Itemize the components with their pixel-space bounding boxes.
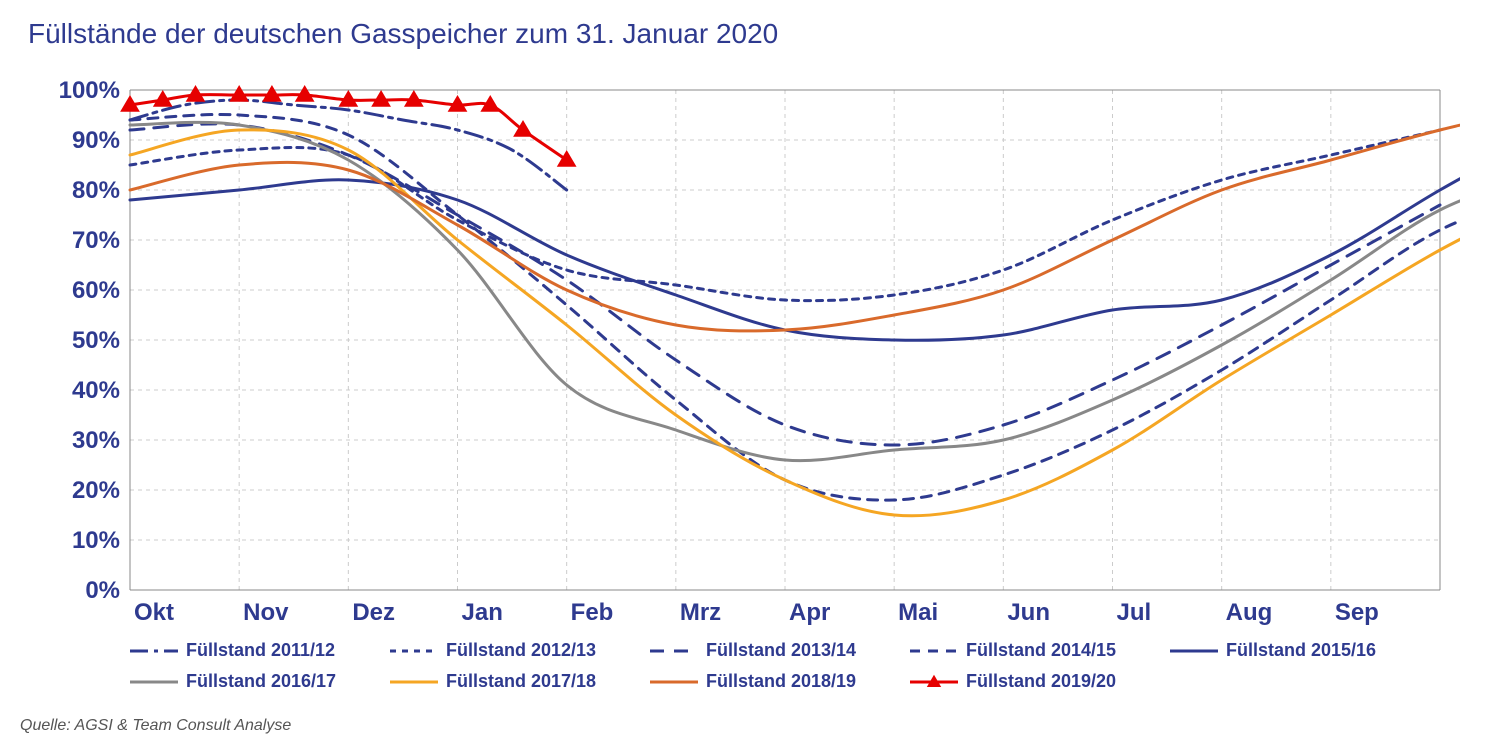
legend-item: Füllstand 2014/15 [910,640,1140,661]
source-text: Quelle: AGSI & Team Consult Analyse [20,717,291,735]
legend-item: Füllstand 2016/17 [130,671,360,692]
svg-text:10%: 10% [72,527,120,554]
legend-label: Füllstand 2017/18 [446,671,596,692]
legend-label: Füllstand 2012/13 [446,640,596,661]
svg-text:Mai: Mai [898,599,938,626]
legend-item: Füllstand 2013/14 [650,640,880,661]
svg-text:Jan: Jan [462,599,503,626]
legend-item: Füllstand 2017/18 [390,671,620,692]
svg-text:0%: 0% [85,577,120,604]
legend-label: Füllstand 2014/15 [966,640,1116,661]
legend: Füllstand 2011/12 Füllstand 2012/13 Füllst… [130,640,1450,692]
svg-text:90%: 90% [72,127,120,154]
legend-label: Füllstand 2011/12 [186,640,335,661]
svg-text:Jun: Jun [1007,599,1050,626]
svg-text:Apr: Apr [789,599,830,626]
chart-area: 0%10%20%30%40%50%60%70%80%90%100%OktNovD… [40,80,1460,610]
svg-text:Feb: Feb [571,599,614,626]
svg-text:40%: 40% [72,377,120,404]
legend-item: Füllstand 2011/12 [130,640,360,661]
legend-label: Füllstand 2016/17 [186,671,336,692]
svg-text:20%: 20% [72,477,120,504]
svg-text:30%: 30% [72,427,120,454]
svg-text:Okt: Okt [134,599,174,626]
svg-text:Dez: Dez [352,599,395,626]
svg-text:Aug: Aug [1226,599,1273,626]
svg-text:Nov: Nov [243,599,289,626]
legend-label: Füllstand 2013/14 [706,640,856,661]
svg-text:100%: 100% [59,80,120,104]
svg-text:80%: 80% [72,177,120,204]
svg-text:60%: 60% [72,277,120,304]
chart-svg: 0% 10% 20% 30% 40% 50% 60% 70% 80% 90% 100% Okt Nov D… [40,80,1460,640]
legend-label: Füllstand 2018/19 [706,671,856,692]
svg-text:50%: 50% [72,327,120,354]
legend-item: Füllstand 2015/16 [1170,640,1400,661]
svg-text:Jul: Jul [1117,599,1152,626]
legend-item: Füllstand 2012/13 [390,640,620,661]
legend-label: Füllstand 2019/20 [966,671,1116,692]
legend-item: Füllstand 2018/19 [650,671,880,692]
svg-text:Mrz: Mrz [680,599,721,626]
chart-title: Füllstände der deutschen Gasspeicher zum… [0,0,1490,50]
svg-text:Sep: Sep [1335,599,1379,626]
legend-label: Füllstand 2015/16 [1226,640,1376,661]
svg-text:70%: 70% [72,227,120,254]
legend-item: Füllstand 2019/20 [910,671,1140,692]
